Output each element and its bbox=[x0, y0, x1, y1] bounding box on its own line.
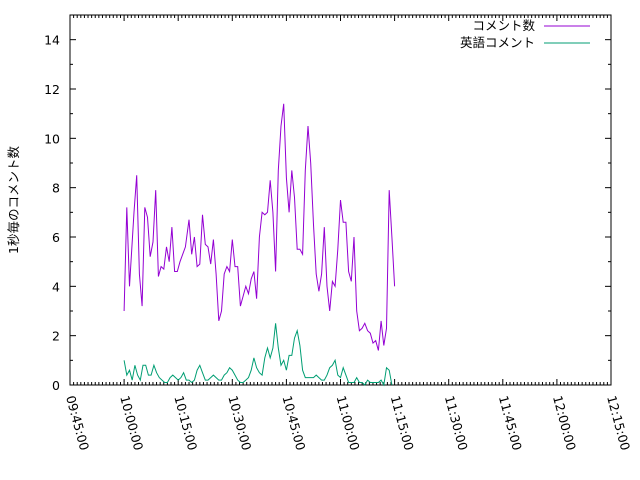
y-axis: 0 2 4 6 8 10 12 14 bbox=[44, 33, 611, 393]
y-axis-label: 1秒毎のコメント数 bbox=[6, 146, 21, 254]
x-tick-label: 10:15:00 bbox=[171, 394, 200, 452]
x-tick-label: 12:15:00 bbox=[604, 394, 633, 452]
x-tick-label: 11:45:00 bbox=[496, 394, 525, 452]
legend-label-1: コメント数 bbox=[472, 18, 535, 33]
y-tick-label: 8 bbox=[52, 181, 60, 196]
series-line-2 bbox=[123, 323, 393, 387]
x-tick-label: 10:45:00 bbox=[280, 394, 309, 452]
y-tick-label: 14 bbox=[44, 33, 60, 48]
x-tick-label: 09:45:00 bbox=[63, 394, 92, 452]
y-tick-label: 0 bbox=[52, 378, 60, 393]
y-tick-label: 6 bbox=[52, 230, 60, 245]
y-tick-label: 2 bbox=[52, 329, 60, 344]
y-tick-label: 4 bbox=[52, 279, 60, 294]
x-tick-label: 11:15:00 bbox=[388, 394, 417, 452]
series-line-1 bbox=[123, 103, 396, 351]
x-tick-label: 10:00:00 bbox=[117, 394, 146, 452]
x-tick-label: 11:00:00 bbox=[334, 394, 363, 452]
y-tick-label: 12 bbox=[44, 82, 60, 97]
legend-label-2: 英語コメント bbox=[460, 35, 535, 50]
x-tick-label: 12:00:00 bbox=[550, 394, 579, 452]
x-tick-label: 11:30:00 bbox=[442, 394, 471, 452]
series-group bbox=[123, 103, 396, 387]
x-tick-label: 10:30:00 bbox=[225, 394, 254, 452]
y-tick-label: 10 bbox=[44, 131, 60, 146]
